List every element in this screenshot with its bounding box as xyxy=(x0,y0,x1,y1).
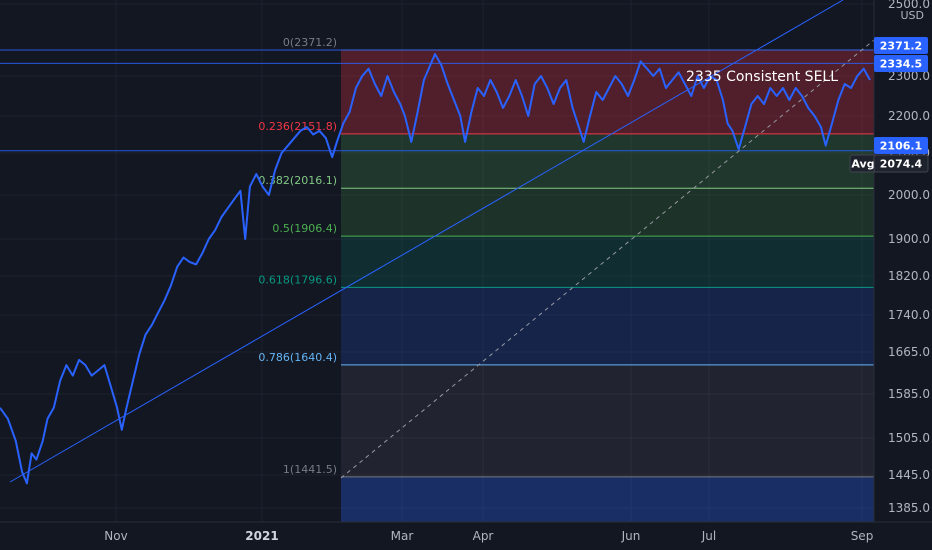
y-axis-tick-label: 1665.0 xyxy=(888,345,930,359)
fib-level-label: 1(1441.5) xyxy=(283,463,337,476)
annotation-text: 2335 Consistent SELL xyxy=(686,69,838,85)
x-axis-tick-label: Mar xyxy=(391,529,414,543)
time-axis-background xyxy=(0,522,932,550)
price-badge xyxy=(873,154,929,173)
y-axis-tick-label: 2500.0 xyxy=(888,0,930,11)
x-axis-tick-label: Jun xyxy=(621,529,641,543)
fib-level-label: 0.786(1640.4) xyxy=(258,351,337,364)
fib-level-label: 0.382(2016.1) xyxy=(258,174,337,187)
x-axis-tick-label: 2021 xyxy=(245,529,278,543)
x-axis-tick-label: Apr xyxy=(473,529,494,543)
x-axis-tick-label: Nov xyxy=(104,529,127,543)
fib-trend-dashed-line xyxy=(340,39,875,479)
fib-zone xyxy=(341,364,874,477)
price-badge-label: 2106.1 xyxy=(880,140,922,153)
fib-level-label: 0.618(1796.6) xyxy=(258,273,337,286)
currency-label: USD xyxy=(900,9,924,22)
fib-level-label: 0.236(2151.8) xyxy=(258,120,337,133)
y-axis-tick-label: 2000.0 xyxy=(888,188,930,202)
y-axis-tick-label: 1505.0 xyxy=(888,431,930,445)
price-badge xyxy=(874,55,928,72)
fib-zone xyxy=(341,236,874,288)
y-axis-tick-label: 1820.0 xyxy=(888,269,930,283)
y-axis-tick-label: 2200.0 xyxy=(888,109,930,123)
fib-zone xyxy=(341,133,874,189)
fib-level-label: 0.5(1906.4) xyxy=(272,222,337,235)
price-badge xyxy=(874,37,928,54)
price-badge-label: Avg xyxy=(851,158,874,171)
y-axis-tick-label: 1585.0 xyxy=(888,387,930,401)
fib-zone xyxy=(341,188,874,237)
price-badge-label: 2074.4 xyxy=(880,158,923,171)
fib-level-label: 0(2371.2) xyxy=(283,36,337,49)
y-axis-tick-label: 1445.0 xyxy=(888,468,930,482)
price-axis-background xyxy=(874,0,932,550)
price-badge-label: 2334.5 xyxy=(880,58,922,71)
fib-zone xyxy=(341,287,874,365)
price-badge xyxy=(874,137,928,154)
price-series-line xyxy=(0,53,871,485)
x-axis-tick-label: Jul xyxy=(701,529,716,543)
y-axis-tick-label: 1900.0 xyxy=(888,232,930,246)
trend-line[interactable] xyxy=(9,0,844,483)
fib-zone-extension xyxy=(341,476,874,522)
y-axis-tick-label: 1740.0 xyxy=(888,308,930,322)
x-axis-tick-label: Sep xyxy=(851,529,874,543)
y-axis-tick-label: 2300.0 xyxy=(888,69,930,83)
price-badge-label: 2371.2 xyxy=(880,40,922,53)
y-axis-tick-label: 1385.0 xyxy=(888,501,930,515)
